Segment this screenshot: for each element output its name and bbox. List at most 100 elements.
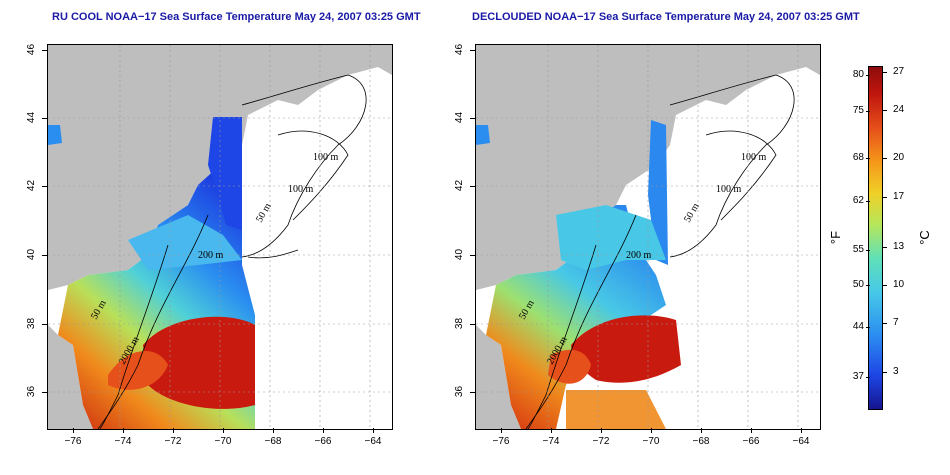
celsius-tick-mark xyxy=(883,110,887,111)
x-tick-label: −64 xyxy=(364,436,382,447)
y-tick-label: 44 xyxy=(26,111,38,124)
x-tick-label: −66 xyxy=(742,436,760,447)
temperature-colorbar xyxy=(868,66,883,410)
y-tick-label: 44 xyxy=(454,111,466,124)
x-tick-label: −76 xyxy=(492,436,510,447)
fahrenheit-tick-mark xyxy=(866,285,870,286)
x-tick-mark xyxy=(501,428,502,433)
fahrenheit-tick-label: 44 xyxy=(852,321,864,332)
y-tick-mark xyxy=(470,50,475,51)
y-tick-mark xyxy=(42,50,47,51)
fahrenheit-tick-mark xyxy=(866,327,870,328)
y-tick-mark xyxy=(42,392,47,393)
fahrenheit-tick-label: 37 xyxy=(852,371,864,382)
x-tick-label: −68 xyxy=(692,436,710,447)
x-tick-label: −70 xyxy=(214,436,232,447)
y-tick-mark xyxy=(470,255,475,256)
x-tick-mark xyxy=(701,428,702,433)
celsius-tick-label: 17 xyxy=(893,191,905,202)
x-tick-mark xyxy=(651,428,652,433)
y-tick-mark xyxy=(42,324,47,325)
fahrenheit-tick-mark xyxy=(866,377,870,378)
contour-label-200m: 200 m xyxy=(198,250,224,261)
grid-lines xyxy=(48,45,392,429)
celsius-tick-label: 7 xyxy=(893,317,899,328)
fahrenheit-tick-label: 75 xyxy=(852,105,864,116)
left-sst-map: 100 m 100 m 50 m 200 m 50 m 2000 m xyxy=(47,44,393,430)
fahrenheit-tick-mark xyxy=(866,111,870,112)
celsius-tick-label: 20 xyxy=(893,152,905,163)
contour-label-100m-b: 100 m xyxy=(288,184,314,195)
y-tick-label: 46 xyxy=(454,43,466,56)
x-tick-mark xyxy=(801,428,802,433)
celsius-unit-label: °C xyxy=(916,230,932,245)
fahrenheit-tick-label: 80 xyxy=(852,69,864,80)
y-tick-mark xyxy=(42,255,47,256)
x-tick-label: −74 xyxy=(114,436,132,447)
y-tick-mark xyxy=(470,324,475,325)
x-tick-mark xyxy=(173,428,174,433)
right-map-title: DECLOUDED NOAA−17 Sea Surface Temperatur… xyxy=(472,11,860,23)
contour-label-100m-a: 100 m xyxy=(313,152,339,163)
x-tick-mark xyxy=(601,428,602,433)
y-tick-mark xyxy=(470,186,475,187)
x-tick-label: −76 xyxy=(64,436,82,447)
celsius-tick-label: 13 xyxy=(893,241,905,252)
y-tick-label: 40 xyxy=(26,248,38,261)
x-tick-mark xyxy=(73,428,74,433)
celsius-tick-mark xyxy=(883,158,887,159)
contour-label-100m-b: 100 m xyxy=(716,184,742,195)
x-tick-mark xyxy=(123,428,124,433)
fahrenheit-tick-mark xyxy=(866,250,870,251)
x-tick-label: −72 xyxy=(164,436,182,447)
y-tick-label: 38 xyxy=(26,317,38,330)
y-tick-mark xyxy=(42,118,47,119)
left-map-title: RU COOL NOAA−17 Sea Surface Temperature … xyxy=(52,11,421,23)
y-tick-label: 42 xyxy=(26,179,38,192)
right-sst-map: 100 m 100 m 50 m 200 m 50 m 2000 m xyxy=(475,44,821,430)
x-tick-mark xyxy=(551,428,552,433)
y-tick-mark xyxy=(470,392,475,393)
fahrenheit-tick-mark xyxy=(866,75,870,76)
x-tick-mark xyxy=(323,428,324,433)
fahrenheit-tick-label: 55 xyxy=(852,244,864,255)
x-tick-label: −66 xyxy=(314,436,332,447)
fahrenheit-tick-label: 62 xyxy=(852,195,864,206)
y-tick-label: 36 xyxy=(26,385,38,398)
celsius-tick-mark xyxy=(883,323,887,324)
fahrenheit-tick-mark xyxy=(866,201,870,202)
celsius-tick-label: 10 xyxy=(893,279,905,290)
y-tick-label: 42 xyxy=(454,179,466,192)
contour-label-50m-a: 50 m xyxy=(254,201,274,224)
celsius-tick-mark xyxy=(883,72,887,73)
y-tick-mark xyxy=(42,186,47,187)
contour-label-200m: 200 m xyxy=(626,250,652,261)
celsius-tick-mark xyxy=(883,197,887,198)
x-tick-mark xyxy=(223,428,224,433)
x-tick-mark xyxy=(273,428,274,433)
celsius-tick-label: 3 xyxy=(893,366,899,377)
y-tick-label: 46 xyxy=(26,43,38,56)
celsius-tick-mark xyxy=(883,285,887,286)
x-tick-label: −64 xyxy=(792,436,810,447)
x-tick-label: −72 xyxy=(592,436,610,447)
y-tick-label: 38 xyxy=(454,317,466,330)
celsius-tick-mark xyxy=(883,247,887,248)
fahrenheit-unit-label: °F xyxy=(828,230,844,245)
y-tick-mark xyxy=(470,118,475,119)
fahrenheit-tick-label: 68 xyxy=(852,152,864,163)
fahrenheit-tick-label: 50 xyxy=(852,279,864,290)
celsius-tick-label: 27 xyxy=(893,66,905,77)
x-tick-mark xyxy=(373,428,374,433)
x-tick-label: −68 xyxy=(264,436,282,447)
grid-lines xyxy=(476,45,820,429)
y-tick-label: 40 xyxy=(454,248,466,261)
x-tick-mark xyxy=(751,428,752,433)
x-tick-label: −74 xyxy=(542,436,560,447)
celsius-tick-label: 24 xyxy=(893,104,905,115)
contour-label-100m-a: 100 m xyxy=(741,152,767,163)
contour-label-50m-a: 50 m xyxy=(682,201,702,224)
fahrenheit-tick-mark xyxy=(866,158,870,159)
bathymetry-contours xyxy=(97,74,367,429)
x-tick-label: −70 xyxy=(642,436,660,447)
